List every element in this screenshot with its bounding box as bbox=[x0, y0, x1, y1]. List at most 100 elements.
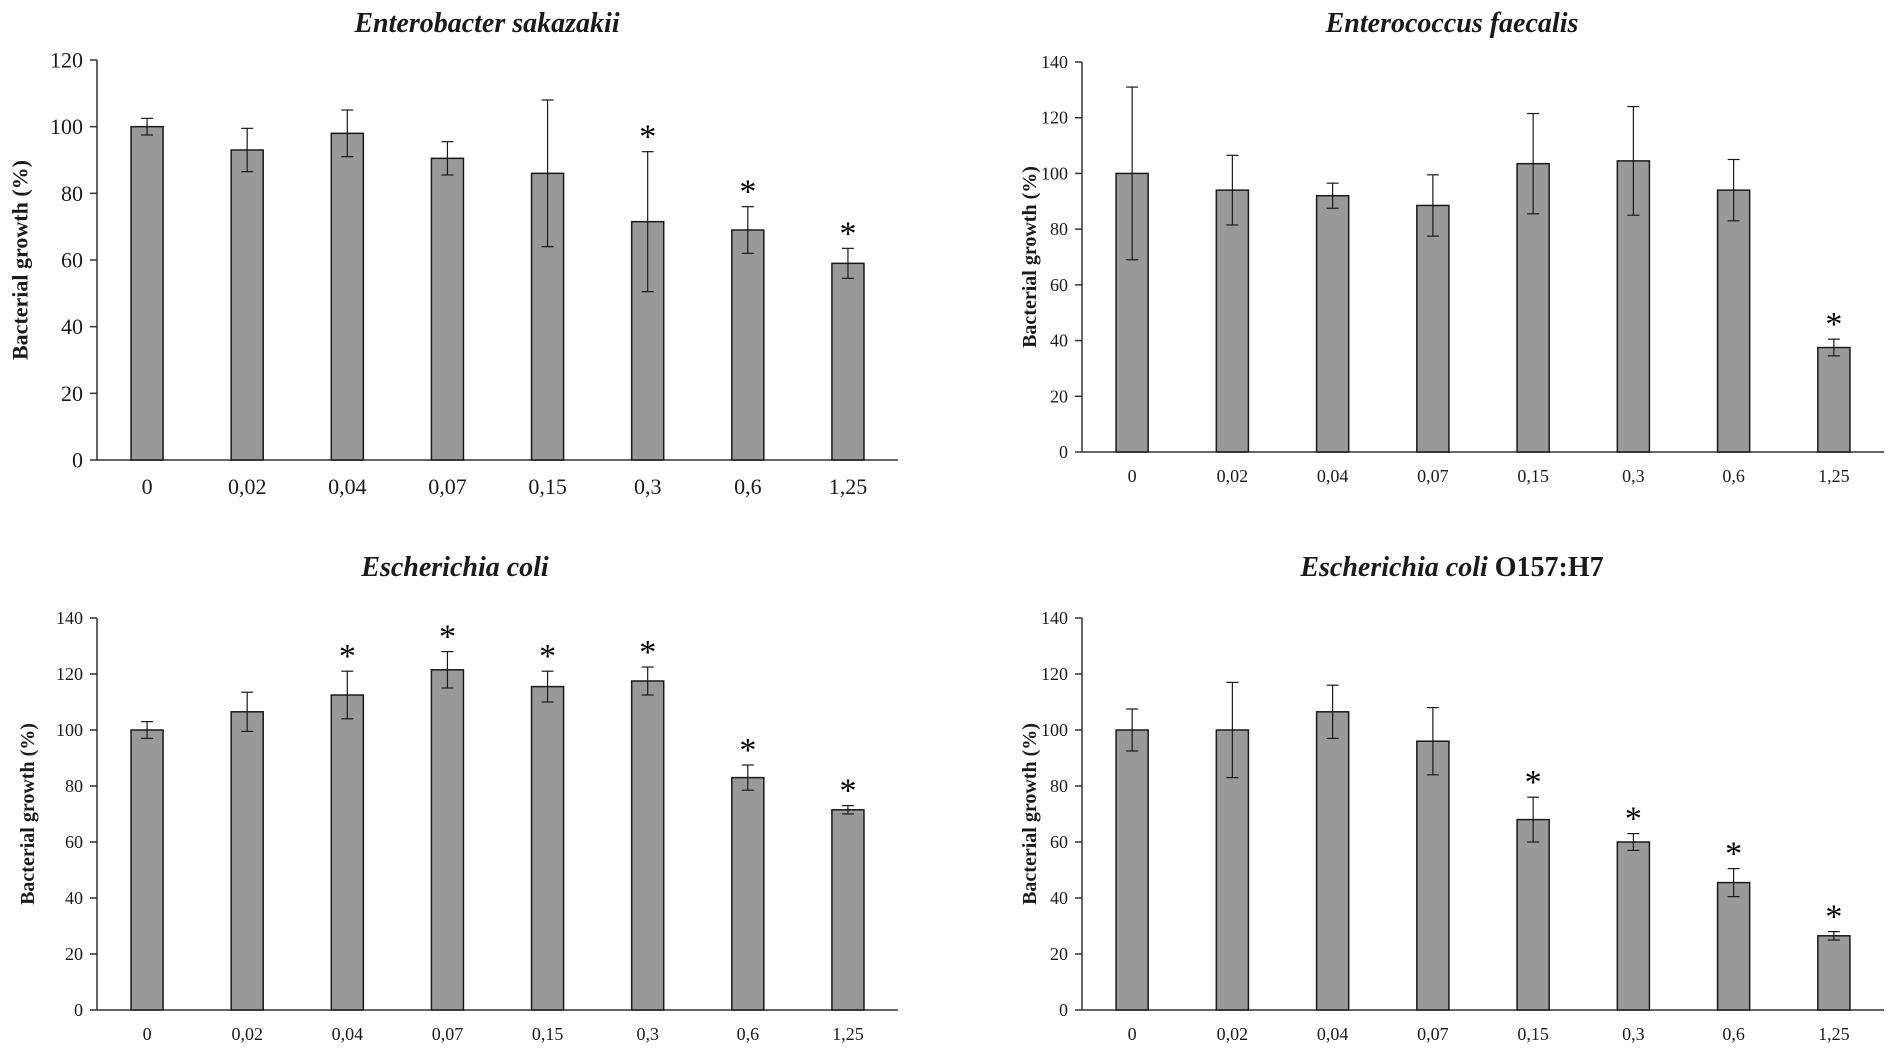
x-tick-label: 0,02 bbox=[228, 474, 267, 499]
x-tick-label: 0,6 bbox=[734, 474, 762, 499]
chart-title-species: Escherichia coli bbox=[360, 552, 549, 583]
bar bbox=[1215, 189, 1250, 453]
significance-marker: * bbox=[1725, 836, 1742, 873]
x-tick-label: 0,6 bbox=[1722, 466, 1745, 486]
y-tick-label: 80 bbox=[1050, 776, 1068, 796]
bar bbox=[330, 694, 365, 1011]
x-tick-label: 0,3 bbox=[634, 474, 662, 499]
x-tick-label: 1,25 bbox=[832, 1024, 864, 1044]
x-tick-label: 0,07 bbox=[428, 474, 467, 499]
x-tick-label: 0 bbox=[143, 1024, 152, 1044]
y-tick-label: 60 bbox=[65, 832, 83, 852]
y-axis-title: Bacterial growth (%) bbox=[8, 160, 33, 360]
significance-marker: * bbox=[639, 119, 656, 156]
significance-marker: * bbox=[839, 773, 856, 810]
y-tick-label: 60 bbox=[1050, 832, 1068, 852]
y-tick-label: 20 bbox=[1050, 386, 1068, 406]
bar bbox=[1416, 740, 1450, 1011]
chart-title: Enterobacter sakazakii bbox=[353, 8, 619, 39]
y-tick-label: 140 bbox=[1041, 52, 1068, 72]
x-tick-label: 0,02 bbox=[1217, 466, 1249, 486]
y-tick-label: 80 bbox=[65, 776, 83, 796]
bar bbox=[831, 809, 865, 1011]
x-tick-label: 0,6 bbox=[1722, 1024, 1745, 1044]
y-tick-label: 40 bbox=[61, 314, 83, 339]
chart-title: Enterococcus faecalis bbox=[1325, 8, 1579, 39]
bar bbox=[130, 125, 164, 461]
x-tick-label: 0,15 bbox=[1517, 466, 1549, 486]
y-tick-label: 40 bbox=[1050, 331, 1068, 351]
y-tick-label: 80 bbox=[61, 181, 83, 206]
significance-marker: * bbox=[639, 634, 656, 671]
x-tick-label: 0,04 bbox=[1317, 466, 1349, 486]
bar bbox=[130, 729, 164, 1011]
x-tick-label: 0,07 bbox=[432, 1024, 464, 1044]
bar bbox=[630, 680, 665, 1011]
y-tick-label: 140 bbox=[56, 608, 83, 628]
y-axis-title: Bacterial growth (%) bbox=[17, 723, 39, 905]
bar bbox=[430, 157, 465, 461]
significance-marker: * bbox=[439, 619, 456, 656]
y-tick-label: 100 bbox=[56, 720, 83, 740]
x-tick-label: 0,04 bbox=[328, 474, 367, 499]
bar bbox=[1315, 711, 1350, 1011]
bar bbox=[1716, 189, 1751, 453]
chart-title: Escherichia coli O157:H7 bbox=[1299, 552, 1603, 583]
significance-marker: * bbox=[339, 638, 356, 675]
x-tick-label: 0,04 bbox=[1317, 1024, 1349, 1044]
bar bbox=[1716, 881, 1751, 1011]
chart-title-species: Enterococcus faecalis bbox=[1325, 8, 1579, 39]
y-tick-label: 100 bbox=[1041, 163, 1068, 183]
significance-marker: * bbox=[739, 732, 756, 769]
y-tick-label: 60 bbox=[61, 248, 83, 273]
y-tick-label: 60 bbox=[1050, 275, 1068, 295]
y-tick-label: 20 bbox=[65, 944, 83, 964]
bar bbox=[731, 229, 765, 461]
bar bbox=[530, 685, 565, 1011]
y-tick-label: 0 bbox=[74, 1000, 83, 1020]
x-tick-label: 0,07 bbox=[1417, 1024, 1449, 1044]
x-tick-label: 1,25 bbox=[1818, 1024, 1850, 1044]
y-tick-label: 20 bbox=[1050, 944, 1068, 964]
x-tick-label: 0,15 bbox=[528, 474, 567, 499]
chart-title-species: Enterobacter sakazakii bbox=[353, 8, 619, 39]
chart-panel-3: Escherichia coli Bacterial growth (%) 0 20 4… bbox=[17, 552, 898, 1044]
x-tick-label: 0,04 bbox=[332, 1024, 364, 1044]
x-tick-label: 0 bbox=[142, 474, 153, 499]
bar bbox=[1516, 818, 1550, 1011]
y-axis-title: Bacterial growth (%) bbox=[1019, 723, 1041, 905]
bar bbox=[731, 776, 765, 1011]
significance-marker: * bbox=[1525, 764, 1542, 801]
x-tick-label: 1,25 bbox=[829, 474, 868, 499]
bar bbox=[1315, 194, 1350, 453]
y-tick-label: 140 bbox=[1041, 608, 1068, 628]
significance-marker: * bbox=[839, 215, 856, 252]
significance-marker: * bbox=[1825, 899, 1842, 936]
x-tick-label: 0,07 bbox=[1417, 466, 1449, 486]
x-tick-label: 0,02 bbox=[231, 1024, 263, 1044]
chart-title: Escherichia coli bbox=[360, 552, 549, 583]
chart-panel-4: Escherichia coli O157:H7 Bacterial growth… bbox=[1019, 552, 1884, 1044]
bar bbox=[230, 711, 264, 1011]
y-tick-label: 0 bbox=[1059, 1000, 1068, 1020]
y-tick-label: 100 bbox=[1041, 720, 1068, 740]
bar bbox=[1616, 841, 1651, 1011]
chart-panel-2: Enterococcus faecalis Bacterial growth (%… bbox=[1019, 8, 1884, 486]
x-tick-label: 0,6 bbox=[737, 1024, 760, 1044]
chart-title-strain: O157:H7 bbox=[1488, 552, 1604, 583]
x-tick-label: 0 bbox=[1128, 466, 1137, 486]
y-tick-label: 40 bbox=[65, 888, 83, 908]
y-tick-label: 0 bbox=[1059, 442, 1068, 462]
bar bbox=[1817, 935, 1851, 1011]
x-tick-label: 0,3 bbox=[1622, 466, 1645, 486]
bar bbox=[1817, 346, 1851, 453]
y-tick-label: 100 bbox=[50, 114, 83, 139]
x-tick-label: 0,15 bbox=[1517, 1024, 1549, 1044]
x-tick-label: 1,25 bbox=[1818, 466, 1850, 486]
y-tick-label: 80 bbox=[1050, 219, 1068, 239]
bar bbox=[1115, 729, 1149, 1011]
bar bbox=[330, 132, 365, 461]
significance-marker: * bbox=[739, 174, 756, 211]
x-tick-label: 0,3 bbox=[636, 1024, 659, 1044]
